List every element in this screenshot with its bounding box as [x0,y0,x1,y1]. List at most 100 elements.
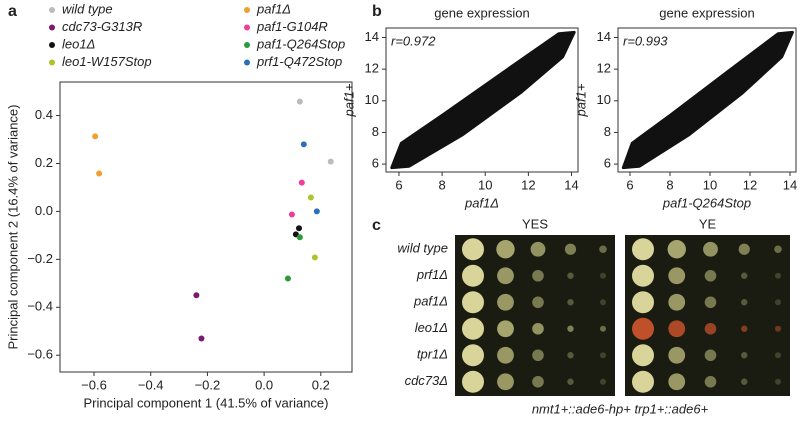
colony-spot [600,272,606,279]
colony-spot [668,346,686,364]
y-tick-label: 0.0 [35,203,53,218]
legend-label: paf1-G104R [256,19,328,34]
colony-spot [462,370,484,393]
colony-spot [741,299,748,306]
colony-spot [532,322,544,335]
x-tick-label: −0.4 [138,377,164,392]
legend-marker [49,7,55,13]
colony-spot [667,240,686,259]
media-label: YE [699,216,717,231]
legend-marker [244,7,250,13]
data-point [298,179,305,186]
data-point [295,225,302,232]
y-tick-label: 12 [597,61,611,76]
data-point [311,254,318,261]
colony-spot [775,325,781,332]
colony-spot [704,349,717,362]
x-tick-label: 6 [626,177,633,192]
colony-spot [532,269,544,282]
y-tick-label: 0.4 [35,107,53,122]
point-cloud [390,30,576,170]
colony-spot [668,267,686,285]
media-label: YES [522,216,548,231]
data-point [327,158,334,165]
legend-marker [49,59,55,66]
colony-spot [532,349,544,362]
x-tick-label: 12 [521,177,535,192]
colony-spot [600,299,606,306]
x-tick-label: 8 [438,177,445,192]
colony-spot [497,320,514,338]
colony-spot [532,375,544,388]
annotation: r=0.972 [391,33,436,48]
y-tick-label: −0.2 [27,251,53,266]
colony-spot [741,378,748,385]
y-tick-label: 12 [365,61,379,76]
x-tick-label: 0.0 [255,377,273,392]
colony-spot [775,272,781,279]
data-point [284,275,291,282]
colony-spot [775,299,781,306]
data-point [300,141,307,148]
colony-spot [668,373,686,391]
y-tick-label: 10 [365,92,379,107]
colony-spot [567,299,574,306]
colony-spot [632,370,654,393]
legend-marker [49,42,55,48]
y-tick-label: 0.2 [35,155,53,170]
colony-spot [704,269,717,282]
strain-label: leo1Δ [415,320,448,335]
caption: nmt1+::ade6-hp+ trp1+::ade6+ [532,401,709,416]
plot-frame [617,27,797,173]
colony-spot [564,243,577,255]
y-tick-label: −0.6 [27,347,53,362]
colony-spot [600,352,606,359]
x-tick-label: −0.2 [195,377,221,392]
plot-frame [59,81,353,373]
colony-spot [497,293,514,311]
y-axis-label: paf1+ [341,83,356,117]
colony-spot [775,352,781,359]
colony-spot [599,245,607,254]
point-cloud [621,30,794,170]
data-point [296,98,303,105]
plate-image [625,235,790,396]
data-point [92,133,99,140]
colony-spot [704,322,717,335]
colony-spot [497,267,514,285]
colony-spot [462,344,484,367]
colony-spot [567,378,574,385]
y-tick-label: 8 [604,124,611,139]
x-tick-label: 10 [703,177,717,192]
x-axis-label: paf1Δ [464,195,499,210]
strain-label: wild type [397,241,448,256]
colony-spot [632,317,654,340]
colony-spot [704,375,717,388]
x-tick-label: −0.6 [81,377,107,392]
legend-label: paf1Δ [256,1,291,16]
panel-label: c [372,217,381,234]
x-tick-label: 0.2 [312,377,330,392]
colony-spot [703,241,718,257]
y-tick-label: 6 [372,156,379,171]
colony-spot [496,240,515,259]
colony-spot [741,352,748,359]
y-axis-label: Principal component 2 (16.4% of variance… [5,105,20,350]
x-axis-label: Principal component 1 (41.5% of variance… [84,395,329,410]
annotation: r=0.993 [623,33,668,48]
x-tick-label: 12 [743,177,757,192]
legend-marker [244,42,250,48]
legend-label: leo1-W157Stop [62,54,152,69]
plate-image [455,235,615,396]
colony-spot [600,378,606,385]
data-point [96,170,103,177]
strain-label: tpr1Δ [417,347,448,362]
x-tick-label: 14 [783,177,797,192]
x-tick-label: 8 [666,177,673,192]
plot-frame [385,27,579,173]
colony-spot [497,346,514,364]
strain-label: paf1Δ [413,294,448,309]
legend-marker [244,24,250,31]
legend-label: leo1Δ [62,36,95,51]
